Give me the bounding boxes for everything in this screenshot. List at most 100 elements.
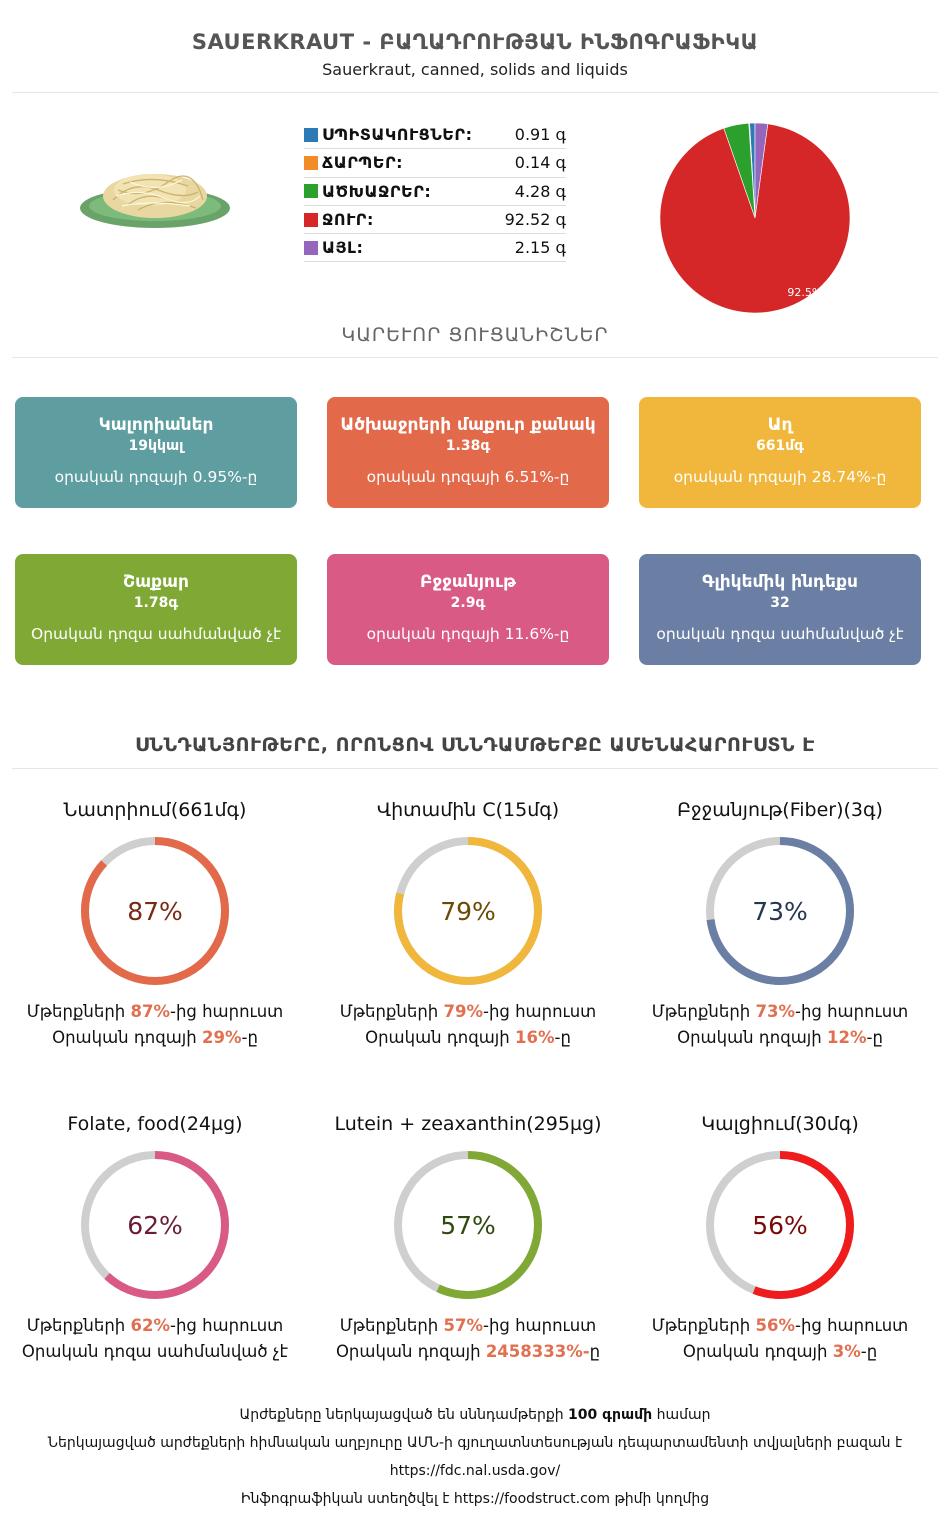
legend-swatch <box>304 240 318 255</box>
card-daily: օրական դոզայի 28.74%-ը <box>673 468 887 486</box>
pie-slice <box>754 122 769 219</box>
macro-row-water: ՋՈՒՐ: 92.52 գ <box>304 206 566 235</box>
card-sugar: Շաքար 1.78գ Օրական դոզա սահմանված չէ <box>15 554 297 665</box>
text: թիմի կողմից <box>610 1491 710 1507</box>
page-subtitle: Sauerkraut, canned, solids and liquids <box>322 60 628 79</box>
ring-progress <box>706 837 854 985</box>
card-amount: 1.78գ <box>133 595 179 611</box>
card-name: Գլիկեմիկ ինդեքս <box>702 572 858 592</box>
card-amount: 32 <box>770 595 790 611</box>
macro-name: ՋՈՒՐ: <box>322 210 374 230</box>
highlight-percent: 87% <box>130 1002 170 1021</box>
legend-swatch <box>304 212 318 227</box>
nutrient-ring-chart: 56% <box>706 1151 854 1299</box>
macro-value: 0.91 գ <box>514 125 566 145</box>
divider <box>12 768 938 769</box>
rich-nutrients-title: ՍՆՆԴԱՆՅՈՒԹԵՐԸ, ՈՐՈՆՑՈՎ ՍՆՆԴԱՄԹԵՐՔԸ ԱՄԵՆԱ… <box>135 734 815 756</box>
macro-legend: ՍՊԻՏԱԿՈՒՑՆԵՐ: 0.91 գ ՃԱՐՊԵՐ: 0.14 գ ԱԾԽԱ… <box>304 121 566 263</box>
text: համար <box>652 1407 711 1423</box>
ring-percent-label: 62% <box>127 1211 183 1240</box>
nutrient-vitamin-c: Վիտամին C(15մգ) 79% Մթերքների 79%-ից հար… <box>318 799 618 1051</box>
card-glycemic-index: Գլիկեմիկ ինդեքս 32 օրական դոզա սահմանված… <box>639 554 921 665</box>
highlight-percent: 12% <box>826 1028 867 1047</box>
daily-dose-line: Օրական դոզա սահմանված չէ <box>5 1339 305 1365</box>
card-name: Կալորիաներ <box>98 415 214 435</box>
macro-row-carbs: ԱԾԽԱՋՐԵՐ: 4.28 գ <box>304 178 566 206</box>
ring-percent-label: 79% <box>440 897 496 926</box>
card-net-carbs: Ածխաջրերի մաքուր քանակ 1.38գ օրական դոզա… <box>327 397 609 508</box>
card-name: Բջջանյութ <box>420 572 516 592</box>
nutrient-calcium: Կալցիում(30մգ) 56% Մթերքների 56%-ից հարո… <box>630 1113 930 1365</box>
ring-percent-label: 73% <box>752 897 808 926</box>
composition-pie-chart: 92.5% <box>659 122 851 314</box>
text: Մթերքների <box>339 1002 444 1021</box>
text: Օրական դոզայի <box>365 1028 515 1047</box>
macro-row-other: ԱՅԼ: 2.15 գ <box>304 234 566 263</box>
text: -ից հարուստ <box>482 1316 597 1335</box>
highlight-percent: 56% <box>755 1316 795 1335</box>
daily-dose-line: Օրական դոզայի 12%-ը <box>630 1025 930 1051</box>
text: -ը <box>241 1028 258 1047</box>
card-name: Աղ <box>767 415 793 435</box>
highlight-percent: 62% <box>130 1316 170 1335</box>
daily-dose-line: Օրական դոզայի 16%-ը <box>318 1025 618 1051</box>
text: Ինֆոգրաֆիկան ստեղծվել է <box>240 1491 454 1507</box>
text: Մթերքների <box>651 1002 756 1021</box>
text-bold: 100 գրամի <box>568 1407 653 1423</box>
macro-name: ՃԱՐՊԵՐ: <box>322 153 404 173</box>
legend-swatch <box>304 127 318 142</box>
text: Օրական դոզա սահմանված չէ <box>21 1342 289 1361</box>
macro-value: 0.14 գ <box>514 153 566 173</box>
nutrient-name: Նատրիում(661մգ) <box>63 799 247 821</box>
text: -ից հարուստ <box>482 1002 597 1021</box>
card-calories: Կալորիաներ 19կկալ օրական դոզայի 0.95%-ը <box>15 397 297 508</box>
card-salt: Աղ 661մգ օրական դոզայի 28.74%-ը <box>639 397 921 508</box>
text: -ից հարուստ <box>169 1002 284 1021</box>
footer-note-per-100g: Արժեքները ներկայացված են սննդամթերքի 100… <box>0 1407 950 1423</box>
card-daily: Օրական դոզա սահմանված չէ <box>31 625 281 643</box>
text: -ից հարուստ <box>794 1002 909 1021</box>
nutrient-ring-chart: 73% <box>706 837 854 985</box>
card-daily: օրական դոզայի 6.51%-ը <box>366 468 570 486</box>
text: -ը <box>866 1028 883 1047</box>
highlight-percent: 79% <box>443 1002 483 1021</box>
legend-swatch <box>304 155 318 170</box>
rich-foods-line: Մթերքների 79%-ից հարուստ <box>318 999 618 1025</box>
daily-dose-line: Օրական դոզայի 2458333%-ը <box>318 1339 618 1365</box>
text: Օրական դոզայի <box>677 1028 827 1047</box>
highlight-percent: 73% <box>755 1002 795 1021</box>
text: Մթերքների <box>339 1316 444 1335</box>
macro-row-protein: ՍՊԻՏԱԿՈՒՑՆԵՐ: 0.91 գ <box>304 121 566 150</box>
ring-progress <box>394 837 542 985</box>
pie-slice <box>659 123 851 314</box>
text: Մթերքների <box>26 1316 131 1335</box>
footer-credit-link[interactable]: https://foodstruct.com <box>453 1491 610 1507</box>
page-title: SAUERKRAUT - ԲԱՂԱԴՐՈՒԹՅԱՆ ԻՆՖՈԳՐԱՖԻԿԱ <box>191 30 759 54</box>
nutrient-ring-chart: 62% <box>81 1151 229 1299</box>
footer-credit: Ինֆոգրաֆիկան ստեղծվել է https://foodstru… <box>0 1491 950 1507</box>
macro-value: 4.28 գ <box>514 181 566 201</box>
ring-progress <box>394 1151 542 1299</box>
legend-swatch <box>304 184 318 199</box>
rich-foods-line: Մթերքների 57%-ից հարուստ <box>318 1313 618 1339</box>
divider <box>12 357 938 358</box>
card-daily: օրական դոզա սահմանված չէ <box>656 625 904 643</box>
text: Մթերքների <box>26 1002 131 1021</box>
card-daily: օրական դոզայի 11.6%-ը <box>366 625 570 643</box>
text: Օրական դոզայի <box>335 1342 486 1361</box>
daily-dose-line: Օրական դոզայի 29%-ը <box>5 1025 305 1051</box>
text: -ից հարուստ <box>794 1316 909 1335</box>
highlight-percent: 3% <box>832 1342 861 1361</box>
nutrient-fiber: Բջջանյութ(Fiber)(3գ) 73% Մթերքների 73%-ի… <box>630 799 930 1051</box>
rich-foods-line: Մթերքների 62%-ից հարուստ <box>5 1313 305 1339</box>
text: -ը <box>860 1342 878 1361</box>
footer-source-link[interactable]: https://fdc.nal.usda.gov/ <box>389 1463 561 1479</box>
ring-percent-label: 87% <box>127 897 183 926</box>
nutrient-name: Folate, food(24µg) <box>67 1113 243 1135</box>
card-amount: 19կկալ <box>128 438 184 454</box>
highlight-percent: 29% <box>201 1028 242 1047</box>
macro-name: ՍՊԻՏԱԿՈՒՑՆԵՐ: <box>322 125 473 145</box>
macro-row-fat: ՃԱՐՊԵՐ: 0.14 գ <box>304 149 566 178</box>
macro-name: ԱՅԼ: <box>322 238 364 258</box>
nutrient-sodium: Նատրիում(661մգ) 87% Մթերքների 87%-ից հար… <box>5 799 305 1051</box>
